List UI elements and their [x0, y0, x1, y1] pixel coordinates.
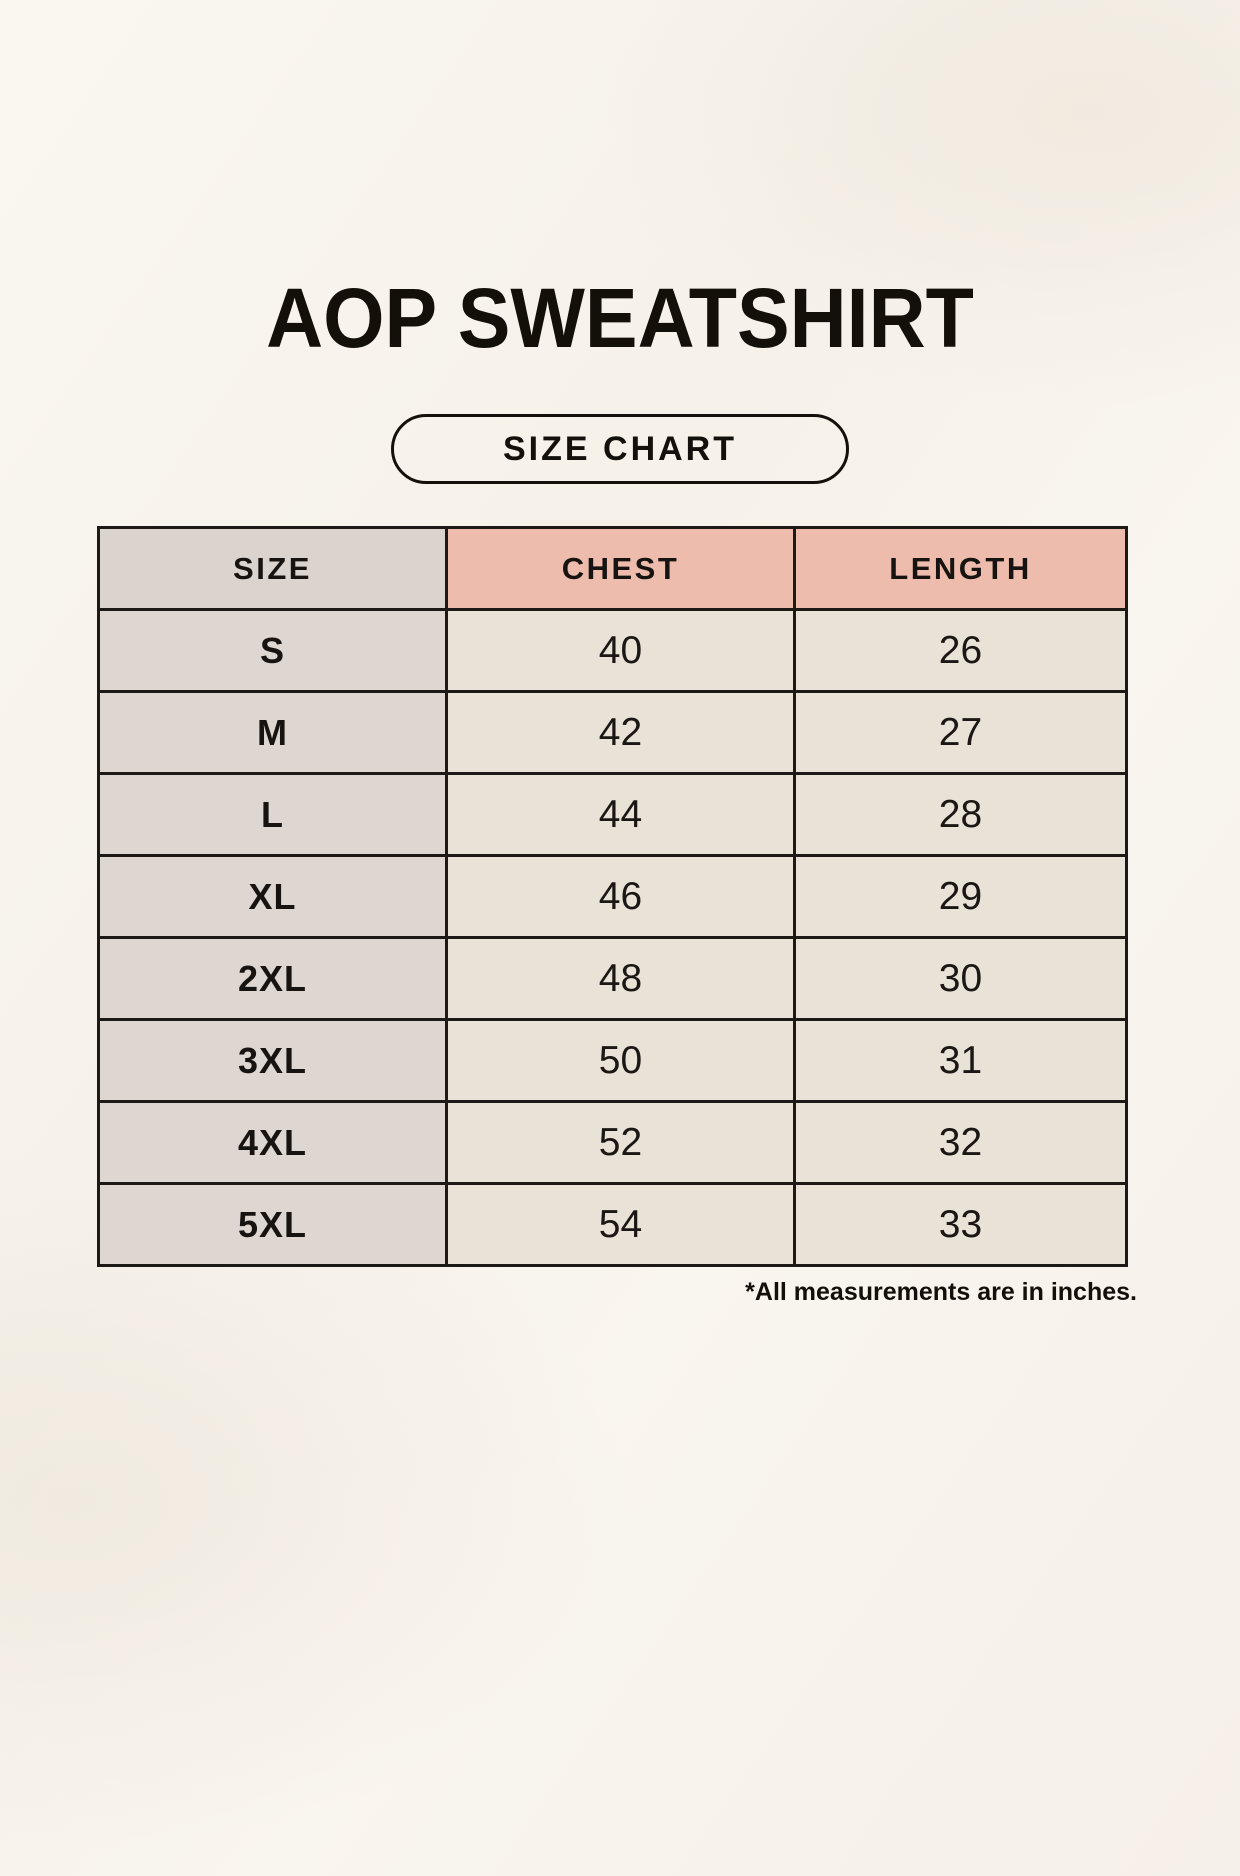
chest-value: 40 — [445, 608, 796, 693]
table-header-row: SIZE CHEST LENGTH — [97, 526, 1128, 611]
table-row: 2XL 48 30 — [97, 936, 1128, 1021]
table-row: S 40 26 — [97, 608, 1128, 693]
length-value: 32 — [793, 1100, 1128, 1185]
length-value: 26 — [793, 608, 1128, 693]
chest-value: 46 — [445, 854, 796, 939]
size-label: L — [97, 772, 448, 857]
length-value: 28 — [793, 772, 1128, 857]
column-header-size: SIZE — [97, 526, 448, 611]
chest-value: 52 — [445, 1100, 796, 1185]
size-chart-page: AOP SWEATSHIRT SIZE CHART SIZE CHEST LEN… — [0, 276, 1240, 1307]
chest-value: 50 — [445, 1018, 796, 1103]
table-row: L 44 28 — [97, 772, 1128, 857]
size-label: 3XL — [97, 1018, 448, 1103]
size-label: 5XL — [97, 1182, 448, 1267]
chest-value: 44 — [445, 772, 796, 857]
size-label: 2XL — [97, 936, 448, 1021]
table-row: 5XL 54 33 — [97, 1182, 1128, 1267]
column-header-chest: CHEST — [445, 526, 796, 611]
length-value: 30 — [793, 936, 1128, 1021]
length-value: 27 — [793, 690, 1128, 775]
size-chart-table: SIZE CHEST LENGTH S 40 26 M 42 27 L 44 2… — [97, 526, 1128, 1267]
column-header-length: LENGTH — [793, 526, 1128, 611]
length-value: 31 — [793, 1018, 1128, 1103]
size-label: XL — [97, 854, 448, 939]
size-label: M — [97, 690, 448, 775]
measurements-footnote: *All measurements are in inches. — [745, 1278, 1137, 1306]
table-row: M 42 27 — [97, 690, 1128, 775]
size-label: 4XL — [97, 1100, 448, 1185]
chest-value: 42 — [445, 690, 796, 775]
table-row: 3XL 50 31 — [97, 1018, 1128, 1103]
chest-value: 48 — [445, 936, 796, 1021]
size-label: S — [97, 608, 448, 693]
length-value: 33 — [793, 1182, 1128, 1267]
table-row: 4XL 52 32 — [97, 1100, 1128, 1185]
size-chart-badge: SIZE CHART — [391, 414, 849, 484]
table-row: XL 46 29 — [97, 854, 1128, 939]
chest-value: 54 — [445, 1182, 796, 1267]
length-value: 29 — [793, 854, 1128, 939]
page-title: AOP SWEATSHIRT — [266, 271, 974, 365]
size-chart-badge-label: SIZE CHART — [503, 429, 737, 468]
